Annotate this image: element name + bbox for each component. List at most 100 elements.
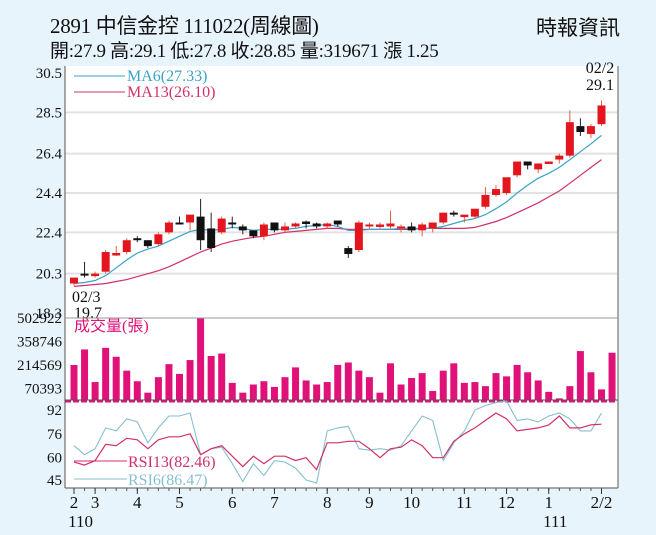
price-tick-label: 28.5	[36, 105, 62, 121]
volume-bar	[102, 347, 110, 400]
candle-body	[586, 126, 595, 134]
volume-bar	[387, 363, 394, 400]
volume-bar	[503, 376, 511, 400]
price-gridlines	[65, 111, 618, 275]
volume-bar	[534, 380, 542, 400]
candle-body	[407, 226, 416, 231]
volume-bar	[492, 373, 500, 400]
volume-bar	[460, 382, 468, 400]
volume-bars	[70, 318, 616, 400]
x-tick-label: 8	[323, 493, 332, 512]
volume-bar	[450, 363, 458, 400]
candle-body	[249, 230, 258, 237]
volume-legend-label: 成交量(張)	[74, 317, 149, 335]
volume-bar	[481, 386, 489, 400]
volume-bar	[429, 391, 437, 400]
rsi6-line	[73, 400, 602, 484]
volume-bar	[260, 381, 268, 400]
price-stats: 開:27.9 高:29.1 低:27.8 收:28.85 量:319671 漲 …	[50, 41, 439, 62]
volume-bar	[323, 382, 331, 400]
price-tick-label: 22.4	[36, 225, 63, 241]
legend: MA6(27.33)MA13(26.10) 成交量(張) RSI13(82.46)R…	[74, 68, 216, 489]
low-value-annotation: 19.7	[74, 305, 102, 322]
candle-body	[534, 163, 543, 170]
candle-body	[154, 234, 163, 245]
volume-bar	[197, 318, 205, 400]
candle-body	[597, 105, 606, 125]
candle-body	[259, 224, 268, 237]
ma13-legend-label: MA13(26.10)	[127, 84, 215, 101]
ma13-line	[73, 159, 602, 287]
x-tick-label: 2/2	[591, 493, 613, 512]
volume-bar	[144, 392, 152, 400]
price-tick-label: 18.3	[36, 306, 62, 322]
candle-body	[323, 223, 332, 227]
volume-bar	[397, 384, 405, 400]
x-tick-label: 1	[545, 493, 554, 512]
candle-body	[576, 126, 585, 133]
candle-body	[492, 189, 500, 195]
x-tick-label: 10	[403, 493, 420, 512]
rsi13-legend-label: RSI13(82.46)	[128, 454, 216, 471]
volume-bar	[176, 373, 183, 400]
volume-bar	[587, 372, 595, 400]
volume-bar	[513, 364, 521, 400]
candle-body	[228, 222, 237, 225]
x-tick-label: 4	[133, 493, 142, 512]
candle-body	[449, 212, 458, 215]
candle-body	[101, 252, 110, 272]
chart-title: 2891 中信金控 111022(周線圖)	[50, 14, 319, 38]
volume-bar	[270, 386, 278, 400]
volume-tick-label: 502922	[17, 311, 62, 327]
volume-bar	[365, 377, 373, 400]
candle-body	[164, 222, 173, 233]
price-tick-label: 30.5	[36, 66, 62, 82]
volume-tick-label: 358746	[17, 335, 63, 351]
high-value-annotation: 29.1	[586, 77, 614, 94]
price-tick-label: 24.4	[36, 186, 63, 202]
price-tick-label: 20.3	[36, 267, 62, 283]
volume-bar	[91, 382, 99, 400]
candle-body	[333, 220, 342, 225]
candle-body	[439, 212, 448, 223]
x-tick-label: 11	[456, 493, 472, 512]
volume-bar	[249, 384, 257, 400]
volume-bar	[165, 364, 173, 400]
candle-body	[513, 161, 522, 176]
low-date-annotation: 02/3	[72, 289, 100, 306]
volume-bar	[598, 389, 605, 400]
year-label: 111	[543, 512, 567, 531]
candle-body	[312, 223, 321, 227]
rsi13-line	[73, 412, 602, 471]
candle-body	[270, 222, 279, 231]
x-tick-label: 5	[175, 493, 184, 512]
candle-body	[70, 277, 78, 284]
candle-body	[302, 221, 311, 225]
rsi6-legend-label: RSI6(86.47)	[128, 472, 208, 489]
x-tick-label: 9	[365, 493, 374, 512]
candle-body	[207, 228, 216, 249]
volume-bar	[154, 377, 162, 400]
volume-bar	[112, 356, 120, 400]
volume-bar	[471, 382, 479, 400]
volume-bar	[608, 352, 616, 400]
candle-body	[565, 122, 574, 156]
volume-bar	[524, 372, 532, 400]
candle-body	[122, 240, 131, 253]
candle-body	[217, 218, 226, 233]
candle-body	[344, 248, 353, 254]
candle-body	[291, 223, 300, 227]
volume-bar	[292, 367, 300, 400]
x-tick-label: 2	[70, 493, 79, 512]
candle-body	[133, 238, 142, 241]
volume-bar	[218, 353, 226, 400]
year-label: 110	[68, 512, 93, 531]
candle-body	[281, 226, 289, 231]
volume-bar	[576, 351, 584, 400]
candle-body	[418, 224, 427, 231]
candle-body	[386, 223, 395, 227]
candle-body	[365, 224, 374, 227]
candle-body	[186, 214, 195, 223]
